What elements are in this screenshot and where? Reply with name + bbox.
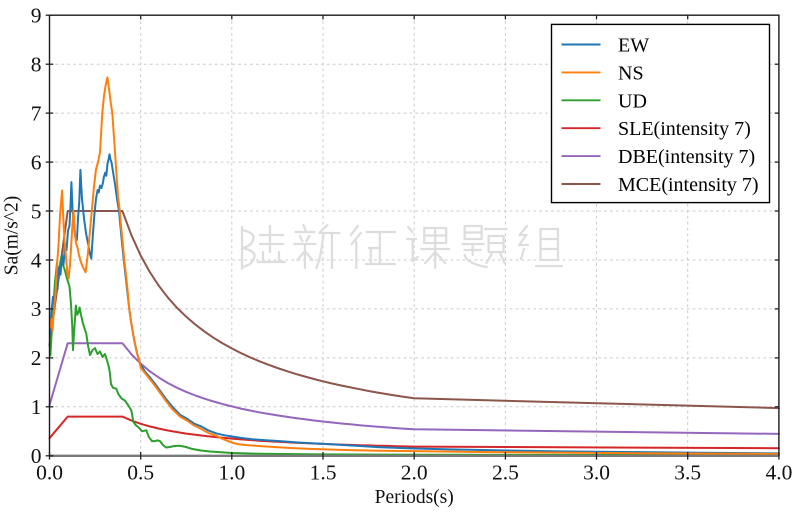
svg-text:7: 7 bbox=[31, 101, 42, 125]
svg-text:0.0: 0.0 bbox=[36, 461, 63, 485]
svg-text:1: 1 bbox=[31, 395, 42, 419]
svg-text:4.0: 4.0 bbox=[765, 461, 792, 485]
svg-text:UD: UD bbox=[618, 90, 647, 112]
svg-text:3.5: 3.5 bbox=[674, 461, 701, 485]
svg-text:Sa(m/s^2): Sa(m/s^2) bbox=[2, 196, 23, 276]
svg-text:1.5: 1.5 bbox=[310, 461, 337, 485]
svg-text:6: 6 bbox=[31, 150, 42, 174]
svg-text:DBE(intensity 7): DBE(intensity 7) bbox=[618, 146, 755, 168]
svg-text:1.0: 1.0 bbox=[218, 461, 245, 485]
svg-text:0: 0 bbox=[31, 444, 42, 468]
svg-text:9: 9 bbox=[31, 4, 42, 28]
svg-text:0.5: 0.5 bbox=[127, 461, 154, 485]
svg-text:Periods(s): Periods(s) bbox=[375, 487, 454, 508]
svg-text:8: 8 bbox=[31, 53, 42, 77]
svg-text:3.0: 3.0 bbox=[583, 461, 610, 485]
svg-text:SLE(intensity 7): SLE(intensity 7) bbox=[618, 118, 751, 140]
svg-text:5: 5 bbox=[31, 199, 42, 223]
svg-text:3: 3 bbox=[31, 297, 42, 321]
svg-text:NS: NS bbox=[618, 62, 644, 84]
svg-text:2: 2 bbox=[31, 346, 42, 370]
svg-text:MCE(intensity 7): MCE(intensity 7) bbox=[618, 174, 759, 196]
svg-text:4: 4 bbox=[31, 248, 42, 272]
svg-text:EW: EW bbox=[618, 35, 649, 57]
svg-text:2.0: 2.0 bbox=[401, 461, 428, 485]
svg-text:2.5: 2.5 bbox=[492, 461, 519, 485]
